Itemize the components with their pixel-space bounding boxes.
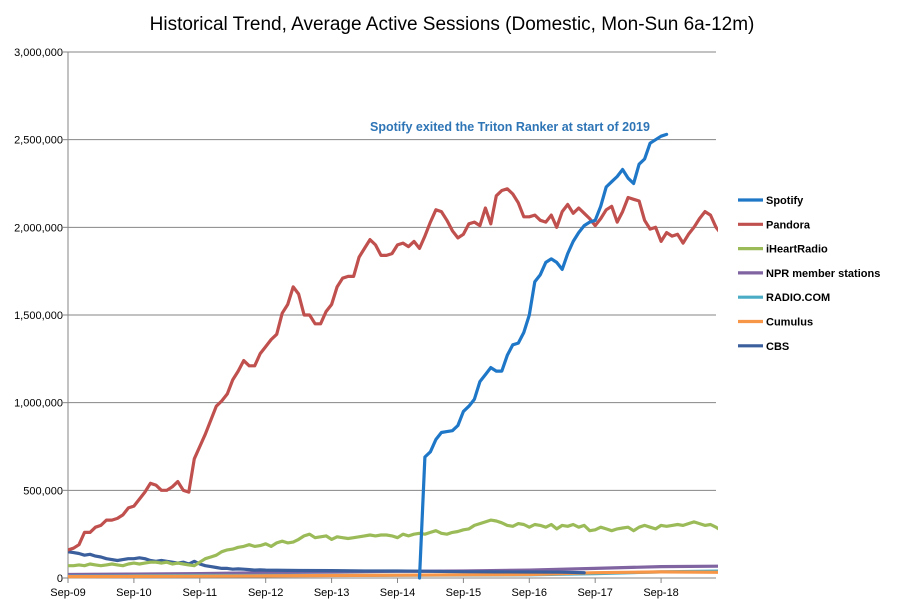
y-tick-label: 2,000,000 <box>14 222 63 234</box>
series-line-pandora <box>68 187 718 552</box>
legend-label: RADIO.COM <box>766 292 830 304</box>
legend-label: iHeartRadio <box>766 244 828 256</box>
x-tick-label: Sep-10 <box>116 587 151 599</box>
x-tick-label: Sep-12 <box>248 587 283 599</box>
chart-title: Historical Trend, Average Active Session… <box>150 14 755 35</box>
x-tick-label: Sep-09 <box>50 587 85 599</box>
x-tick-label: Sep-13 <box>314 587 349 599</box>
series-lines <box>68 132 718 580</box>
legend: Spotify Pandora iHeartRadio NPR member stat… <box>738 195 880 353</box>
x-tick-label: Sep-15 <box>446 587 481 599</box>
y-tick-label: 0 <box>57 573 63 585</box>
series-line-iheartradio <box>68 518 718 568</box>
legend-label: NPR member stations <box>766 268 880 280</box>
chart-annotation: Spotify exited the Triton Ranker at star… <box>370 120 650 134</box>
x-tick-label: Sep-17 <box>577 587 612 599</box>
y-tick-label: 1,000,000 <box>14 398 63 410</box>
series-line-cbs <box>68 550 586 575</box>
legend-label: CBS <box>766 341 789 353</box>
series-line-spotify <box>417 132 669 580</box>
legend-label: Pandora <box>766 219 811 231</box>
y-tick-label: 3,000,000 <box>14 47 63 59</box>
y-tick-label: 500,000 <box>23 485 63 497</box>
series-line-cumulus <box>68 570 718 579</box>
axes: 0 500,000 1,000,000 1,500,000 2,000,000 2,500… <box>14 47 716 599</box>
x-tick-label: Sep-16 <box>512 587 547 599</box>
x-tick-label: Sep-11 <box>182 587 217 599</box>
y-tick-label: 2,500,000 <box>14 135 63 147</box>
legend-label: Spotify <box>766 195 804 207</box>
legend-label: Cumulus <box>766 317 813 329</box>
y-tick-label: 1,500,000 <box>14 310 63 322</box>
x-tick-label: Sep-18 <box>643 587 678 599</box>
gridlines <box>68 51 716 491</box>
x-tick-label: Sep-14 <box>380 587 415 599</box>
